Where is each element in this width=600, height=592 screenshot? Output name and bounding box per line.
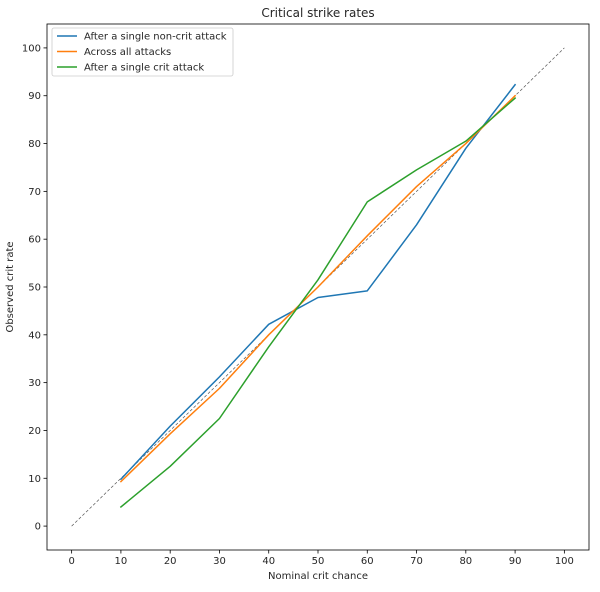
- x-axis-label: Nominal crit chance: [268, 571, 368, 582]
- legend-items: After a single non-crit attack Across all…: [57, 32, 227, 74]
- legend: After a single non-crit attack Across all…: [51, 27, 234, 77]
- y-tick-label: 10: [28, 474, 41, 485]
- x-tick-label: 80: [459, 556, 472, 567]
- x-tick-label: 10: [115, 556, 128, 567]
- y-axis: 0 10 20 30 40 50 60 70 80 90 100: [22, 43, 47, 533]
- x-tick-label: 100: [555, 556, 574, 567]
- y-tick-label: 20: [28, 426, 41, 437]
- x-tick-label: 50: [312, 556, 325, 567]
- y-tick-label: 100: [22, 43, 41, 54]
- series-line-2: [119, 94, 517, 483]
- x-tick-label: 70: [410, 556, 423, 567]
- series-line-3: [119, 97, 517, 509]
- series-line-1: [119, 83, 517, 481]
- y-tick-label: 60: [28, 235, 41, 246]
- x-axis: 0 10 20 30 40 50 60 70 80 90 100: [68, 550, 574, 567]
- legend-label: Across all attacks: [84, 47, 171, 58]
- x-tick-label: 60: [361, 556, 374, 567]
- y-tick-label: 40: [28, 330, 41, 341]
- legend-box: [51, 27, 234, 77]
- x-tick-label: 20: [164, 556, 177, 567]
- x-tick-label: 30: [213, 556, 226, 567]
- y-tick-label: 30: [28, 378, 41, 389]
- legend-label: After a single crit attack: [84, 63, 204, 74]
- x-tick-label: 40: [262, 556, 275, 567]
- legend-label: After a single non-crit attack: [84, 32, 227, 43]
- y-tick-label: 0: [35, 522, 41, 533]
- x-tick-label: 90: [509, 556, 522, 567]
- y-tick-label: 70: [28, 187, 41, 198]
- x-tick-label: 0: [68, 556, 74, 567]
- series-group: [119, 83, 517, 509]
- y-axis-label: Observed crit rate: [5, 241, 16, 332]
- y-tick-label: 50: [28, 283, 41, 294]
- y-tick-label: 80: [28, 139, 41, 150]
- y-tick-label: 90: [28, 91, 41, 102]
- chart-title: Critical strike rates: [261, 6, 374, 20]
